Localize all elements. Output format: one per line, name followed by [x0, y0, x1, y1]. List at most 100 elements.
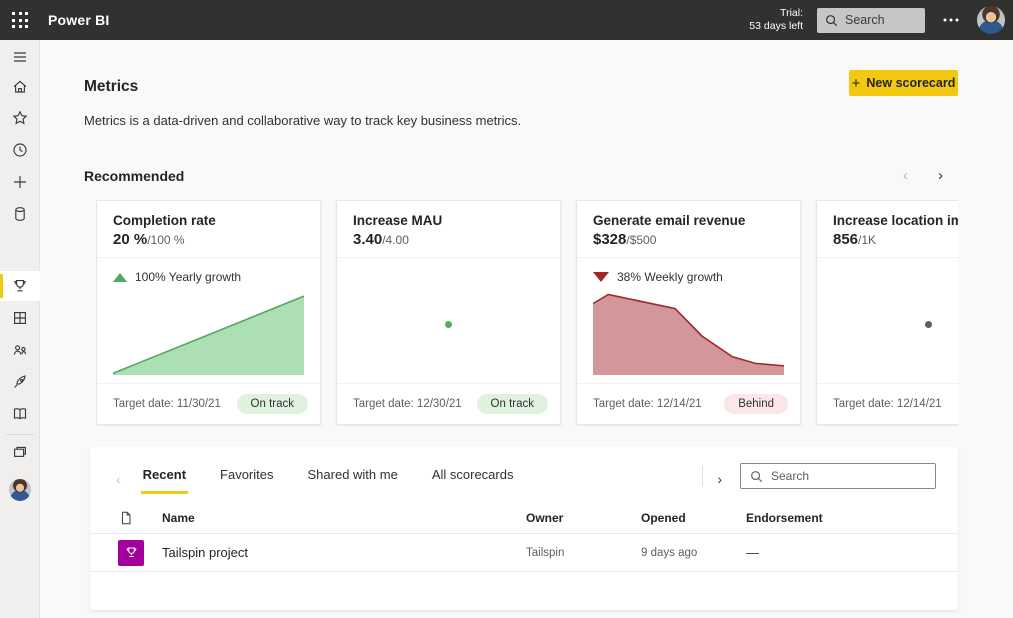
- card-title: Completion rate: [113, 213, 216, 228]
- scorecards-search[interactable]: [740, 463, 936, 489]
- card-target: /$500: [626, 233, 657, 247]
- scorecards-search-input[interactable]: [771, 469, 921, 483]
- nav-learn-icon[interactable]: [0, 399, 40, 429]
- card-target: /100 %: [147, 233, 185, 247]
- growth-text: 100% Yearly growth: [135, 270, 242, 284]
- divider: [90, 533, 958, 534]
- scorecards-table: Name Owner Opened Endorsement Tailspin p…: [90, 503, 958, 572]
- sparkline-chart: [113, 292, 304, 375]
- user-avatar[interactable]: [977, 6, 1005, 34]
- page-title: Metrics: [84, 78, 139, 95]
- target-date: Target date: 12/30/21: [353, 398, 462, 410]
- new-scorecard-button[interactable]: + New scorecard: [849, 70, 958, 96]
- nav-workspaces-icon[interactable]: [0, 437, 40, 467]
- chart-dot: [445, 321, 452, 328]
- tab-favorites[interactable]: Favorites: [218, 465, 275, 494]
- nav-recent-icon[interactable]: [0, 135, 40, 165]
- waffle-icon: [12, 12, 28, 28]
- target-date: Target date: 12/14/21: [833, 398, 942, 410]
- card-title: Increase MAU: [353, 213, 443, 228]
- divider: [702, 466, 704, 486]
- row-name: Tailspin project: [162, 545, 248, 560]
- search-icon: [751, 470, 763, 482]
- scorecard-trophy-icon: [118, 539, 144, 566]
- nav-datasets-icon[interactable]: [0, 199, 40, 229]
- growth-direction-icon: [593, 272, 609, 282]
- metric-card-email-revenue[interactable]: Generate email revenue $328/$500 38% Wee…: [576, 200, 801, 425]
- sparkline-chart: [833, 274, 958, 375]
- scorecards-tabs: ‹ Recent Favorites Shared with me All sc…: [90, 447, 958, 495]
- divider: [337, 383, 560, 384]
- growth-text: 38% Weekly growth: [617, 270, 723, 284]
- table-header-row: Name Owner Opened Endorsement: [90, 503, 958, 533]
- chart-dot: [925, 321, 932, 328]
- status-badge: On track: [476, 394, 548, 414]
- status-badge: On track: [236, 394, 308, 414]
- topbar: Power BI Trial: 53 days left: [0, 0, 1013, 40]
- divider: [97, 383, 320, 384]
- tab-recent[interactable]: Recent: [140, 465, 189, 494]
- row-endorsement: —: [746, 545, 759, 560]
- card-target: /4.00: [382, 233, 409, 247]
- card-value: 20 %: [113, 231, 148, 248]
- metric-card-increase-mau[interactable]: Increase MAU 3.40/4.00 Target date: 12/3…: [336, 200, 561, 425]
- row-owner: Tailspin: [526, 546, 565, 559]
- workspace-avatar: [9, 479, 31, 501]
- column-header-owner[interactable]: Owner: [526, 511, 564, 525]
- column-header-name[interactable]: Name: [162, 511, 195, 525]
- nav-menu-icon[interactable]: [0, 42, 40, 72]
- table-row[interactable]: Tailspin project Tailspin 9 days ago —: [90, 534, 958, 571]
- nav-home-icon[interactable]: [0, 72, 40, 102]
- column-header-opened[interactable]: Opened: [641, 511, 686, 525]
- page-description: Metrics is a data-driven and collaborati…: [84, 113, 522, 128]
- divider: [577, 257, 800, 258]
- trial-line1: Trial:: [780, 7, 803, 19]
- divider: [90, 571, 958, 572]
- nav-shared-with-me-icon[interactable]: [0, 335, 40, 365]
- nav-favorites-icon[interactable]: [0, 103, 40, 133]
- divider: [337, 257, 560, 258]
- recommended-heading: Recommended: [84, 168, 185, 184]
- app-launcher-icon[interactable]: [0, 0, 40, 40]
- target-date: Target date: 12/14/21: [593, 398, 702, 410]
- divider: [817, 383, 958, 384]
- card-target: /1K: [858, 233, 877, 247]
- nav-create-icon[interactable]: [0, 167, 40, 197]
- trial-status: Trial: 53 days left: [749, 7, 803, 33]
- recommended-carousel: Completion rate 20 %/100 % 100% Yearly g…: [96, 200, 958, 426]
- nav-apps-icon[interactable]: [0, 303, 40, 333]
- card-value: 3.40: [353, 231, 383, 248]
- tabs-prev-button[interactable]: ‹: [116, 471, 121, 487]
- app-title: Power BI: [48, 12, 110, 28]
- nav-deployment-pipelines-icon[interactable]: [0, 367, 40, 397]
- global-search[interactable]: [817, 7, 925, 33]
- carousel-prev-button[interactable]: ‹: [903, 167, 908, 184]
- left-navigation: [0, 40, 40, 618]
- card-title: Generate email revenue: [593, 213, 746, 228]
- global-search-input[interactable]: [845, 13, 915, 27]
- nav-metrics-icon[interactable]: [0, 271, 40, 301]
- metric-card-completion-rate[interactable]: Completion rate 20 %/100 % 100% Yearly g…: [96, 200, 321, 425]
- scorecards-panel: ‹ Recent Favorites Shared with me All sc…: [90, 447, 958, 610]
- row-opened: 9 days ago: [641, 546, 698, 559]
- nav-divider: [6, 434, 34, 435]
- card-title: Increase location impre: [833, 213, 958, 228]
- divider: [577, 383, 800, 384]
- divider: [97, 257, 320, 258]
- more-options-button[interactable]: [939, 14, 963, 26]
- tab-all-scorecards[interactable]: All scorecards: [430, 465, 516, 494]
- divider: [817, 257, 958, 258]
- new-scorecard-label: New scorecard: [866, 76, 956, 90]
- tabs-next-button[interactable]: ›: [717, 471, 722, 487]
- status-badge: Behind: [724, 394, 788, 414]
- sparkline-chart: [353, 274, 544, 375]
- ellipsis-icon: [943, 18, 959, 22]
- growth-direction-icon: [113, 272, 127, 282]
- tab-shared-with-me[interactable]: Shared with me: [306, 465, 400, 494]
- carousel-next-button[interactable]: ›: [938, 167, 943, 184]
- nav-my-workspace-avatar[interactable]: [0, 475, 40, 505]
- metric-card-location-impressions[interactable]: Increase location impre 856/1K Target da…: [816, 200, 958, 425]
- column-header-endorsement[interactable]: Endorsement: [746, 511, 823, 525]
- target-date: Target date: 11/30/21: [113, 398, 221, 410]
- plus-icon: +: [851, 74, 861, 92]
